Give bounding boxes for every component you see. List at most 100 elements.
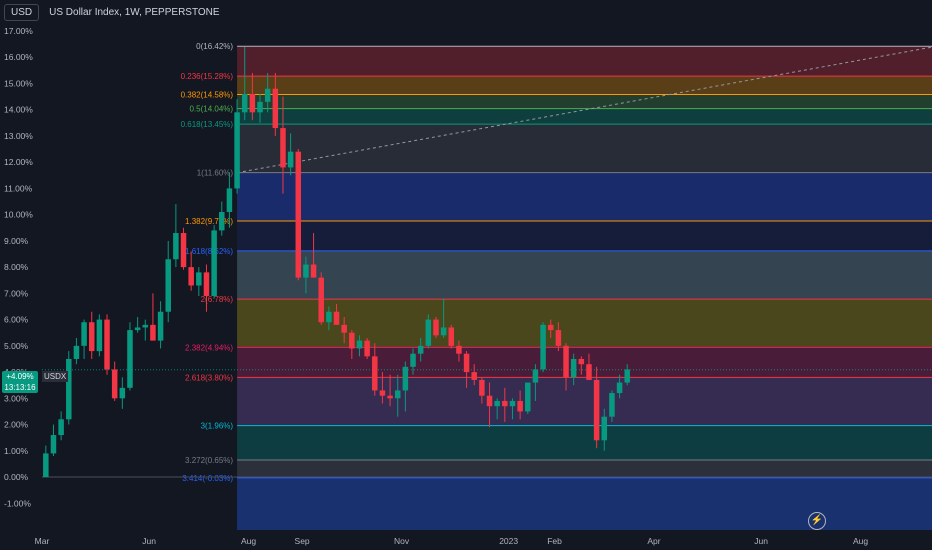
candle-body	[394, 390, 401, 399]
x-tick-label: Nov	[394, 536, 410, 546]
candle-body	[509, 400, 516, 407]
fib-level-label: 3.272(0.65%)	[185, 456, 233, 465]
candle-body	[410, 353, 416, 367]
candle-body	[341, 324, 347, 333]
fib-zone	[237, 76, 932, 95]
y-tick-label: 2.00%	[4, 420, 29, 430]
candle-body	[616, 382, 623, 394]
candle-body	[349, 332, 355, 349]
candle-body	[333, 311, 340, 325]
fib-level-label: 1.618(8.62%)	[185, 247, 233, 256]
y-tick-label: 3.00%	[4, 393, 29, 403]
x-tick-label: Sep	[295, 536, 310, 546]
fib-level-label: 1.382(9.76%)	[185, 217, 233, 226]
candle-body	[303, 264, 309, 278]
fib-level-label: 3(1.96%)	[201, 422, 234, 431]
candle-body	[402, 366, 409, 391]
candle-body	[180, 233, 187, 268]
candle-body	[157, 311, 164, 341]
candle-body	[356, 340, 363, 349]
x-tick-label: Jun	[142, 536, 156, 546]
x-tick-label: Jun	[754, 536, 768, 546]
candle-body	[326, 311, 332, 323]
candle-body	[127, 330, 133, 388]
y-tick-label: -1.00%	[4, 498, 31, 508]
symbol-button[interactable]: USD	[4, 4, 40, 21]
candle-body	[196, 272, 202, 286]
y-tick-label: 12.00%	[4, 157, 33, 167]
candle-body	[280, 128, 286, 168]
x-tick-label: Aug	[853, 536, 868, 546]
candle-body	[211, 230, 217, 296]
fib-level-label: 0.618(13.45%)	[181, 120, 234, 129]
candle-body	[50, 435, 57, 454]
candle-body	[249, 93, 256, 113]
candle-body	[578, 358, 585, 365]
fib-level-label: 2.382(4.94%)	[185, 343, 233, 352]
candle-body	[257, 101, 263, 113]
candle-body	[81, 322, 87, 346]
fib-zone	[237, 477, 932, 530]
fib-zone	[237, 46, 932, 77]
fib-level-label: 0.236(15.28%)	[181, 72, 234, 81]
candle-body	[547, 324, 554, 331]
candle-body	[525, 382, 531, 412]
symbol-tag: USDX	[42, 371, 69, 382]
fib-zone	[237, 124, 932, 173]
candle-body	[471, 372, 477, 380]
candle-body	[295, 151, 302, 278]
candle-body	[96, 319, 103, 352]
y-tick-label: 17.00%	[4, 26, 33, 36]
candle-body	[624, 369, 630, 383]
fib-zone	[237, 172, 932, 221]
candle-body	[379, 390, 386, 396]
candle-body	[502, 400, 508, 407]
candle-body	[425, 319, 432, 346]
candle-body	[150, 324, 156, 341]
fib-zone	[237, 299, 932, 348]
fib-zone	[237, 220, 932, 251]
fib-level-label: 1(11.60%)	[197, 169, 234, 178]
candle-body	[417, 345, 424, 354]
candle-body	[448, 327, 455, 346]
candle-body	[433, 319, 439, 336]
candle-body	[272, 88, 279, 129]
candle-body	[609, 393, 615, 417]
candle-body	[494, 400, 500, 407]
candle-body	[456, 345, 462, 354]
chart-header: USD US Dollar Index, 1W, PEPPERSTONE	[4, 4, 220, 21]
bar-countdown: 13:13:16	[4, 383, 36, 392]
candle-body	[142, 324, 149, 328]
candle-body	[88, 322, 95, 352]
fib-zone	[237, 347, 932, 378]
candle-body	[532, 369, 539, 383]
candle-body	[372, 356, 378, 391]
candle-body	[241, 93, 248, 113]
y-tick-label: 0.00%	[4, 472, 29, 482]
y-tick-label: 14.00%	[4, 105, 33, 115]
candle-body	[111, 369, 118, 399]
x-tick-label: 2023	[499, 536, 518, 546]
candle-body	[287, 151, 294, 168]
lightning-icon[interactable]: ⚡	[808, 512, 826, 530]
candle-body	[586, 364, 592, 380]
fib-zone	[237, 459, 932, 478]
y-tick-label: 10.00%	[4, 210, 33, 220]
candle-body	[134, 327, 141, 331]
y-tick-label: 15.00%	[4, 78, 33, 88]
candle-body	[364, 340, 370, 357]
candle-body	[43, 453, 49, 478]
x-tick-label: Apr	[647, 536, 660, 546]
fib-level-label: 0.382(14.58%)	[181, 90, 234, 99]
candle-body	[73, 345, 80, 359]
fib-zone	[237, 94, 932, 109]
candle-body	[601, 416, 608, 441]
y-tick-label: 13.00%	[4, 131, 33, 141]
candle-body	[486, 395, 493, 407]
y-tick-label: 9.00%	[4, 236, 29, 246]
candle-body	[66, 358, 72, 420]
fib-zone	[237, 425, 932, 460]
candle-body	[570, 358, 577, 378]
